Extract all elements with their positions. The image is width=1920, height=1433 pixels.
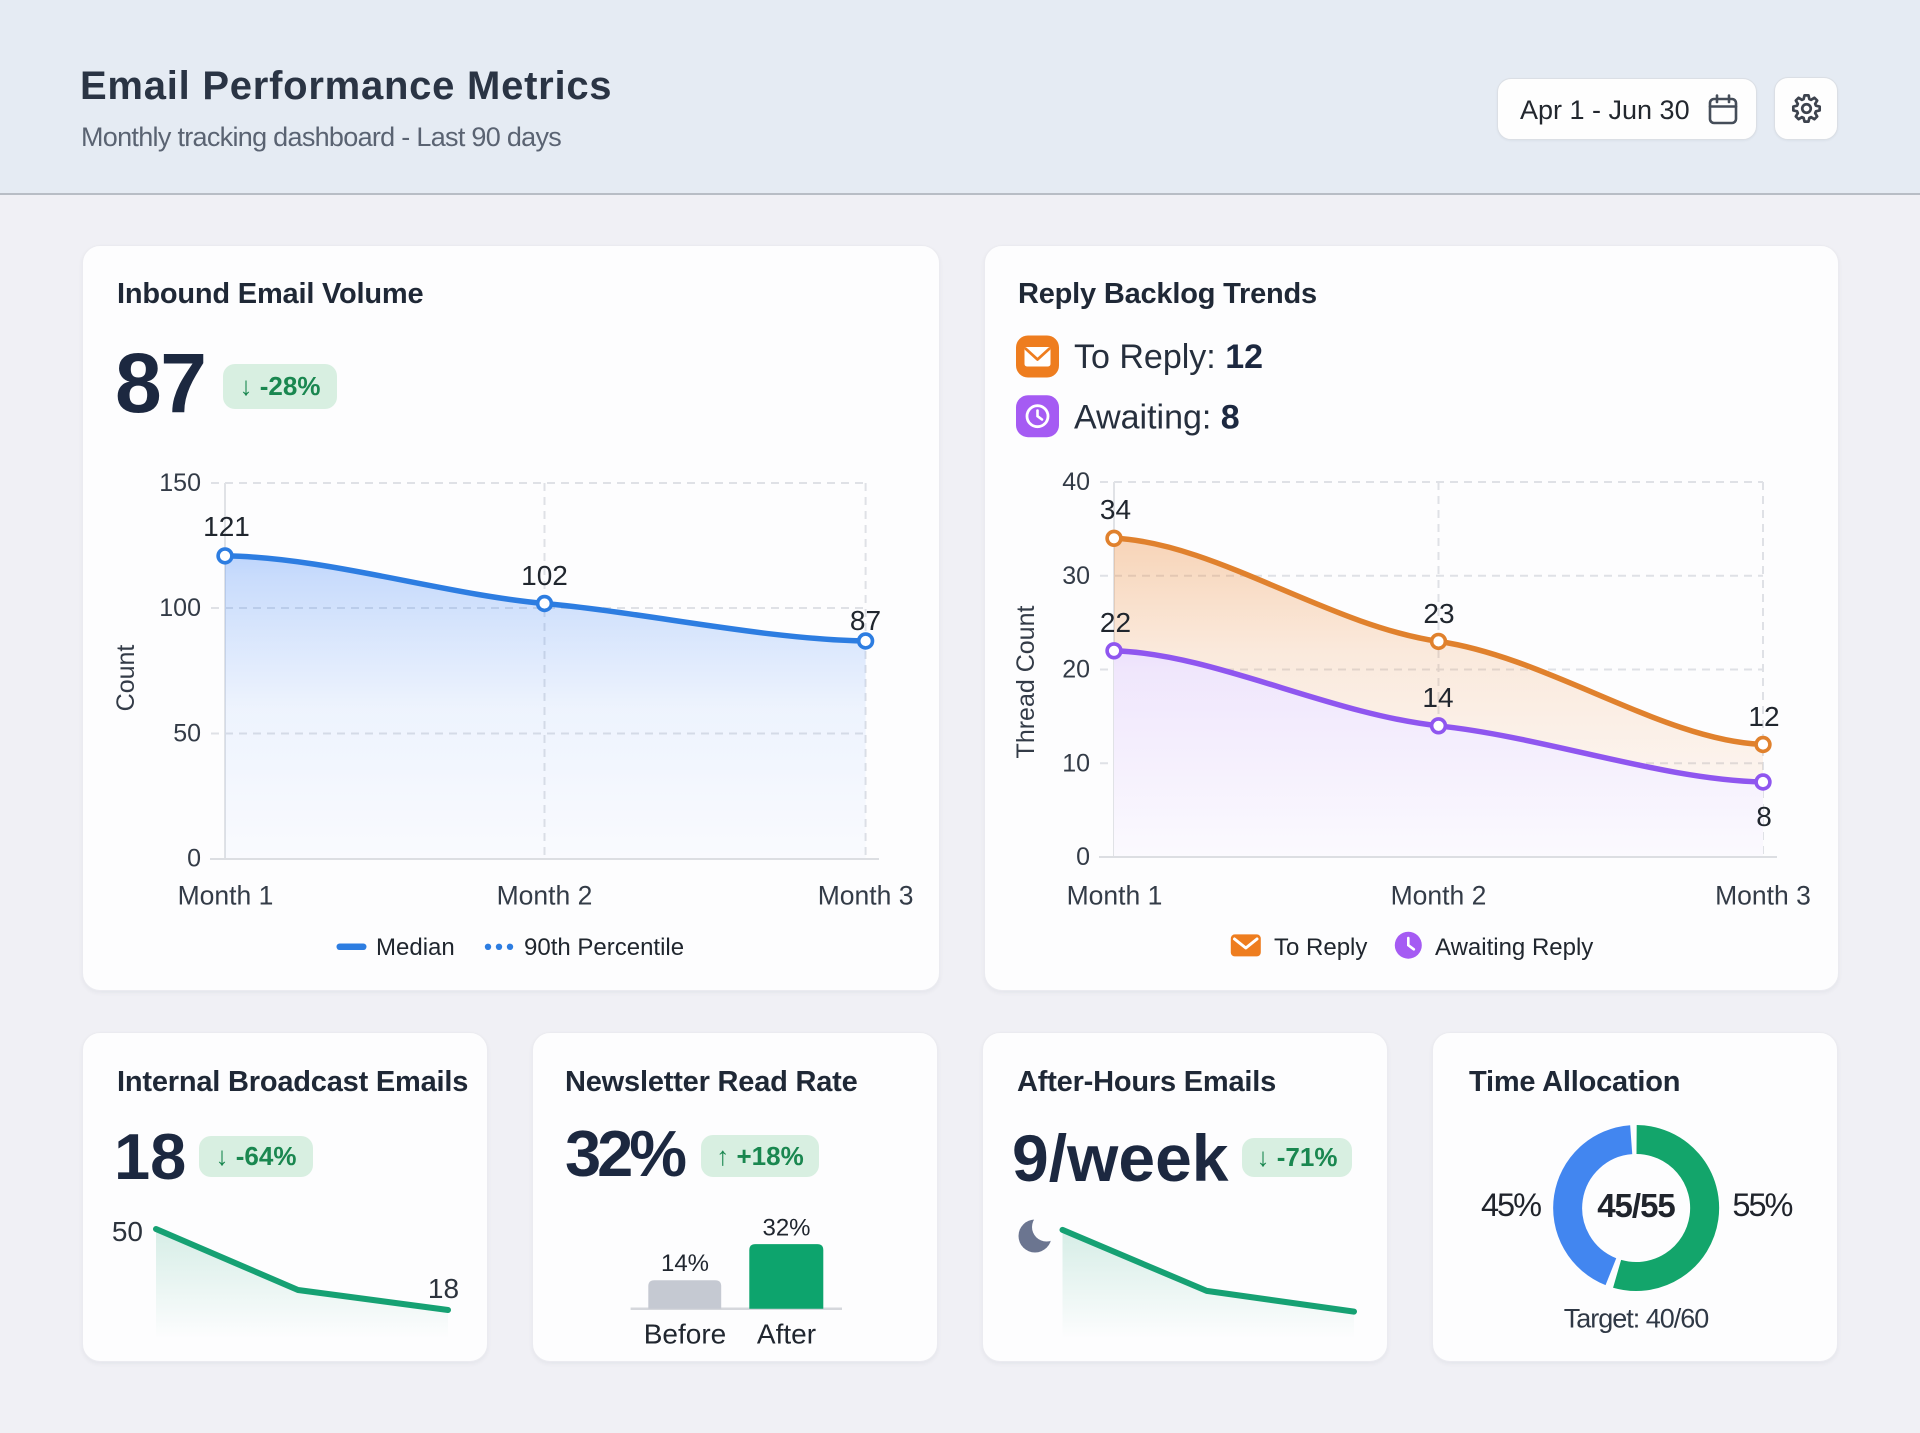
svg-text:0: 0 — [1076, 843, 1090, 871]
svg-text:18: 18 — [428, 1273, 459, 1304]
svg-text:40: 40 — [1062, 468, 1090, 496]
svg-text:To Reply: 12: To Reply: 12 — [1074, 338, 1263, 376]
svg-text:Median: Median — [376, 934, 455, 961]
svg-text:8: 8 — [1756, 801, 1772, 832]
svg-text:30: 30 — [1062, 562, 1090, 590]
svg-text:55%: 55% — [1732, 1187, 1792, 1223]
svg-text:45%: 45% — [1481, 1187, 1541, 1223]
svg-text:0: 0 — [187, 845, 201, 873]
svg-text:Month 3: Month 3 — [818, 881, 914, 911]
svg-text:Awaiting Reply: Awaiting Reply — [1435, 934, 1593, 961]
svg-text:23: 23 — [1423, 598, 1454, 629]
svg-text:100: 100 — [159, 594, 201, 622]
svg-text:14: 14 — [1422, 682, 1453, 713]
svg-text:Target: 40/60: Target: 40/60 — [1564, 1304, 1709, 1334]
svg-text:Thread Count: Thread Count — [1012, 606, 1040, 759]
svg-text:Month 2: Month 2 — [497, 881, 593, 911]
svg-text:102: 102 — [521, 560, 568, 591]
svg-text:Awaiting: 8: Awaiting: 8 — [1074, 399, 1240, 437]
svg-text:Count: Count — [112, 645, 140, 712]
svg-text:32%: 32% — [762, 1215, 810, 1242]
svg-text:Month 3: Month 3 — [1715, 881, 1811, 911]
svg-text:50: 50 — [173, 720, 201, 748]
svg-text:To Reply: To Reply — [1274, 934, 1367, 961]
svg-text:Month 2: Month 2 — [1391, 881, 1487, 911]
svg-text:Month 1: Month 1 — [178, 881, 274, 911]
svg-text:10: 10 — [1062, 749, 1090, 777]
svg-text:87: 87 — [850, 605, 881, 636]
svg-text:20: 20 — [1062, 656, 1090, 684]
svg-text:12: 12 — [1748, 701, 1779, 732]
svg-text:22: 22 — [1100, 607, 1131, 638]
svg-text:After: After — [757, 1319, 816, 1350]
svg-text:50: 50 — [112, 1216, 143, 1247]
svg-text:Month 1: Month 1 — [1067, 881, 1163, 911]
svg-text:150: 150 — [159, 469, 201, 497]
svg-text:14%: 14% — [661, 1250, 709, 1277]
svg-text:121: 121 — [203, 511, 250, 542]
svg-text:90th Percentile: 90th Percentile — [524, 934, 684, 961]
svg-text:45/55: 45/55 — [1597, 1187, 1675, 1224]
svg-text:34: 34 — [1100, 494, 1131, 525]
svg-text:Before: Before — [644, 1319, 727, 1350]
